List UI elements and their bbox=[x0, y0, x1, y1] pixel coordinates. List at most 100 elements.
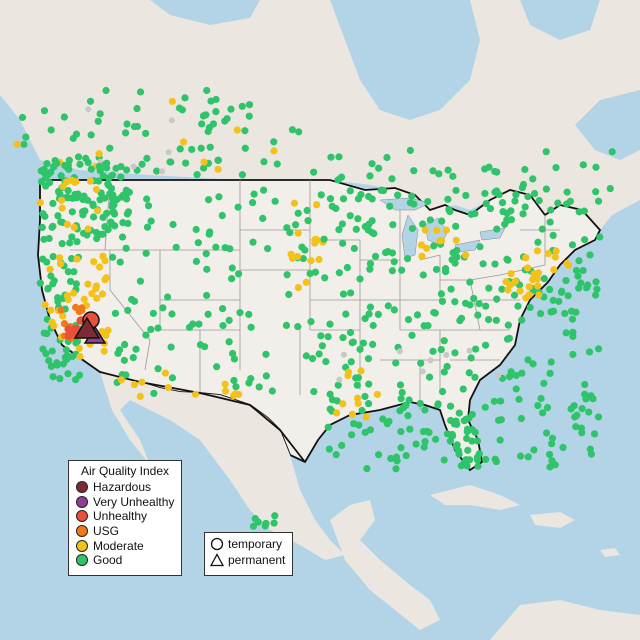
station-marker bbox=[438, 297, 447, 305]
station-marker bbox=[353, 394, 362, 402]
legend-label: Very Unhealthy bbox=[93, 494, 175, 509]
station-marker bbox=[547, 358, 555, 366]
station-marker bbox=[167, 343, 175, 351]
station-marker bbox=[580, 207, 588, 215]
station-marker bbox=[399, 404, 407, 412]
station-marker bbox=[40, 107, 49, 115]
station-marker bbox=[408, 331, 416, 339]
station-marker bbox=[313, 201, 321, 209]
station-marker bbox=[301, 246, 309, 254]
station-marker bbox=[168, 310, 176, 318]
station-marker bbox=[59, 182, 67, 191]
station-marker bbox=[398, 266, 406, 274]
station-marker bbox=[369, 340, 377, 349]
station-marker bbox=[56, 375, 64, 383]
station-marker bbox=[130, 297, 139, 305]
station-marker bbox=[457, 314, 466, 322]
station-marker bbox=[191, 390, 200, 398]
station-marker bbox=[546, 369, 554, 377]
station-marker bbox=[486, 204, 495, 213]
station-marker bbox=[547, 440, 556, 448]
station-marker bbox=[402, 451, 410, 460]
station-marker bbox=[452, 222, 460, 230]
station-marker bbox=[420, 322, 428, 330]
station-marker bbox=[581, 390, 589, 398]
station-marker bbox=[84, 225, 92, 233]
station-marker bbox=[449, 172, 457, 180]
station-marker bbox=[349, 338, 357, 346]
station-marker bbox=[452, 443, 460, 451]
station-marker bbox=[161, 369, 170, 377]
station-marker bbox=[110, 210, 119, 218]
station-marker bbox=[273, 160, 281, 168]
station-marker bbox=[245, 112, 253, 120]
station-marker bbox=[420, 443, 428, 451]
station-marker bbox=[346, 328, 355, 337]
station-marker bbox=[384, 302, 392, 310]
station-marker bbox=[58, 240, 66, 248]
station-marker bbox=[396, 381, 405, 389]
station-marker bbox=[121, 340, 129, 349]
station-marker bbox=[111, 309, 120, 317]
station-marker bbox=[462, 415, 470, 423]
station-marker bbox=[283, 271, 291, 279]
station-marker bbox=[434, 400, 442, 408]
station-marker bbox=[365, 310, 373, 318]
station-marker bbox=[465, 369, 473, 377]
station-marker bbox=[585, 408, 593, 416]
station-marker bbox=[138, 378, 146, 386]
station-marker bbox=[130, 122, 139, 131]
station-marker bbox=[546, 218, 554, 226]
station-marker bbox=[455, 409, 463, 417]
station-marker bbox=[524, 453, 532, 461]
station-marker bbox=[497, 397, 505, 405]
station-marker bbox=[120, 356, 128, 364]
station-marker bbox=[268, 387, 276, 395]
station-marker bbox=[363, 465, 371, 473]
station-marker bbox=[339, 334, 347, 342]
station-marker bbox=[361, 315, 369, 323]
station-marker bbox=[84, 280, 92, 288]
station-marker bbox=[593, 285, 601, 293]
station-marker bbox=[46, 265, 54, 273]
station-marker bbox=[339, 290, 348, 298]
station-marker bbox=[493, 295, 501, 303]
station-marker bbox=[387, 454, 395, 463]
station-marker bbox=[455, 450, 463, 458]
station-marker bbox=[64, 186, 72, 195]
station-marker bbox=[310, 387, 318, 396]
station-marker bbox=[327, 153, 335, 161]
station-marker bbox=[468, 437, 476, 445]
station-marker bbox=[102, 86, 110, 95]
station-marker bbox=[64, 370, 72, 378]
station-marker bbox=[569, 332, 577, 341]
station-marker bbox=[18, 113, 27, 122]
station-marker bbox=[531, 189, 539, 198]
station-marker bbox=[136, 392, 144, 400]
south-america bbox=[490, 600, 640, 640]
station-marker bbox=[582, 284, 591, 292]
legend-item-good: Good bbox=[69, 553, 181, 568]
station-marker bbox=[368, 217, 376, 225]
station-marker bbox=[543, 404, 552, 412]
station-marker bbox=[534, 282, 542, 290]
station-marker bbox=[335, 226, 343, 234]
station-marker bbox=[563, 188, 571, 196]
station-marker bbox=[346, 212, 354, 220]
station-marker bbox=[49, 222, 57, 230]
station-marker bbox=[58, 204, 66, 212]
station-marker bbox=[335, 269, 343, 277]
station-marker bbox=[470, 294, 478, 303]
station-marker bbox=[481, 189, 489, 198]
station-marker bbox=[343, 263, 351, 272]
station-marker bbox=[592, 163, 600, 171]
station-marker bbox=[451, 349, 459, 357]
station-marker bbox=[64, 295, 72, 304]
station-marker bbox=[417, 241, 426, 249]
legend-label: Unhealthy bbox=[93, 509, 148, 524]
station-marker bbox=[590, 430, 599, 438]
station-marker bbox=[559, 443, 567, 452]
station-marker bbox=[466, 456, 474, 464]
station-marker bbox=[371, 252, 380, 260]
station-marker bbox=[446, 416, 455, 425]
